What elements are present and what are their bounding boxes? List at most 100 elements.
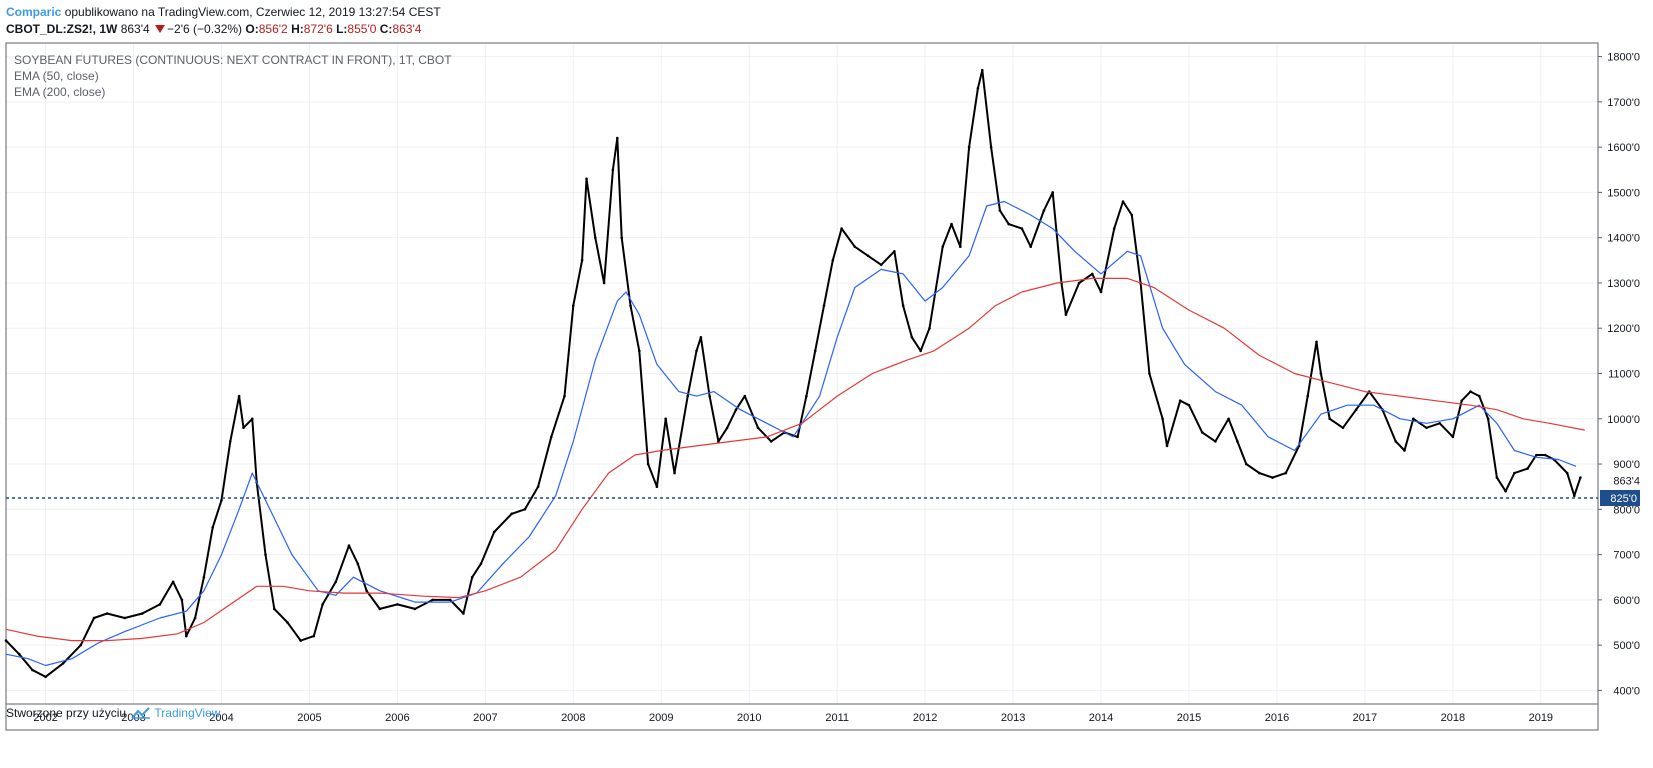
y-tick-label: 1100'0: [1608, 369, 1640, 381]
price-point: [264, 553, 267, 556]
price-point: [620, 236, 623, 239]
footer-made-with: Stworzone przy użyciu: [6, 706, 127, 720]
price-point: [1306, 394, 1309, 398]
price-point: [1112, 227, 1116, 230]
price-point: [1165, 444, 1169, 448]
price-point: [470, 575, 474, 579]
series-layer: [4, 68, 1585, 679]
price-point: [1315, 340, 1318, 344]
y-tick-label: 1300'0: [1607, 278, 1640, 290]
open-value: 856'2: [258, 22, 288, 36]
x-tick-label: 2002: [33, 712, 57, 724]
price-point: [655, 485, 659, 489]
price-point: [1271, 476, 1274, 479]
price-point: [1341, 426, 1345, 430]
chart-title: SOYBEAN FUTURES (CONTINUOUS: NEXT CONTRA…: [14, 53, 452, 67]
price-point: [919, 349, 922, 353]
price-point: [673, 471, 676, 475]
y-tick-label: 600'0: [1613, 595, 1640, 607]
price-point: [646, 462, 650, 466]
price-point: [1460, 399, 1463, 403]
price-point: [158, 603, 162, 606]
price-point: [695, 349, 698, 353]
price-point: [989, 145, 993, 149]
footer-brand-link[interactable]: TradingView: [154, 706, 221, 720]
price-point: [1236, 440, 1239, 443]
price-point: [1535, 453, 1538, 457]
price-point: [796, 435, 799, 439]
price-point: [1042, 209, 1046, 212]
price-point: [941, 245, 944, 248]
x-tick-label: 2016: [1265, 712, 1289, 724]
price-point: [431, 598, 434, 602]
price-point: [840, 227, 843, 230]
y-tick-label: 1800'0: [1607, 52, 1640, 64]
price-point: [1403, 449, 1406, 452]
price-point: [1227, 417, 1230, 421]
price-point: [1451, 435, 1455, 439]
publisher-brand[interactable]: Comparic: [6, 5, 62, 19]
open-label: O:: [245, 22, 259, 36]
x-tick-label: 2009: [649, 712, 673, 724]
price-point: [1091, 272, 1094, 276]
x-tick-label: 2019: [1529, 712, 1553, 724]
price-point: [61, 662, 65, 665]
price-point: [334, 580, 338, 584]
price-point: [901, 304, 905, 307]
price-point: [536, 485, 540, 489]
x-tick-label: 2004: [209, 712, 233, 724]
tradingview-logo-icon: [131, 707, 151, 719]
price-point: [1469, 390, 1472, 393]
y-tick-label: 800'0: [1613, 504, 1640, 516]
plot-frame: [5, 42, 1599, 731]
price-point: [171, 580, 175, 584]
legend-ema200[interactable]: EMA (200, close): [14, 85, 106, 99]
price-point: [1486, 417, 1490, 421]
price-point: [273, 607, 276, 611]
price-point: [1178, 399, 1182, 403]
price-point: [1121, 200, 1125, 203]
publish-info: opublikowano na TradingView.com, Czerwie…: [61, 5, 441, 19]
price-point: [1319, 372, 1323, 375]
price-point: [462, 612, 465, 615]
ema50-line: [5, 200, 1577, 667]
price-point: [229, 440, 232, 443]
low-value: 855'0: [347, 22, 377, 36]
price-point: [1438, 422, 1441, 425]
price-point: [31, 668, 34, 672]
down-arrow-icon: [155, 25, 166, 33]
price-point: [413, 607, 417, 611]
price-point: [1579, 476, 1582, 479]
price-point: [4, 639, 8, 642]
price-point: [17, 652, 21, 656]
price-point: [356, 562, 360, 565]
price-point: [1354, 408, 1358, 412]
price-point: [92, 616, 96, 620]
price-point: [44, 675, 47, 679]
price-point: [1029, 245, 1032, 248]
price-point: [1504, 489, 1507, 493]
price-point: [1187, 403, 1191, 407]
price-point: [822, 304, 826, 307]
price-point: [1020, 227, 1024, 230]
x-tick-label: 2012: [913, 712, 937, 724]
y-tick-label: 1500'0: [1607, 187, 1640, 199]
price-point: [1526, 467, 1529, 470]
price-point: [866, 254, 870, 258]
x-tick-label: 2007: [473, 712, 497, 724]
price-point: [312, 634, 316, 638]
price-point: [594, 236, 597, 239]
price-point: [1513, 471, 1516, 475]
price-point: [1565, 471, 1569, 475]
price-point: [879, 263, 883, 267]
price-point: [928, 326, 931, 330]
legend-ema50[interactable]: EMA (50, close): [14, 69, 99, 83]
price-point: [492, 530, 496, 534]
price-point: [1077, 281, 1081, 285]
price-point: [967, 145, 971, 149]
publish-header: Comparic opublikowano na TradingView.com…: [6, 5, 441, 19]
x-tick-label: 2015: [1177, 712, 1201, 724]
y-tick-label: 1400'0: [1607, 233, 1640, 245]
x-tick-label: 2008: [561, 712, 585, 724]
